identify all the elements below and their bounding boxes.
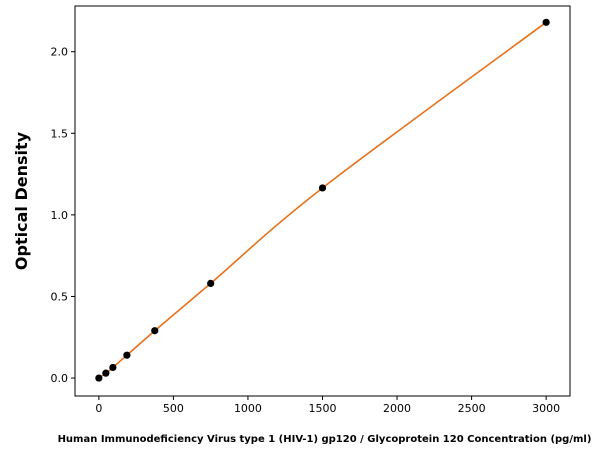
data-point [102, 369, 110, 377]
y-tick-label: 0.0 [51, 372, 69, 385]
data-point [109, 363, 117, 372]
data-point [123, 351, 131, 359]
x-tick-label: 0 [95, 402, 102, 415]
x-axis: 0 500 1000 1500 2000 2500 3000 [95, 396, 560, 415]
y-tick-label: 1.5 [51, 127, 69, 140]
x-tick-label: 2500 [458, 402, 486, 415]
y-tick-label: 2.0 [51, 46, 69, 59]
data-point [95, 374, 103, 382]
x-tick-label: 1500 [309, 402, 337, 415]
data-point [542, 18, 550, 26]
y-axis-label: Optical Density [12, 131, 31, 270]
y-tick-label: 1.0 [51, 209, 69, 222]
y-axis: 0.0 0.5 1.0 1.5 2.0 [51, 46, 75, 385]
x-tick-label: 3000 [532, 402, 560, 415]
data-points [95, 18, 550, 382]
x-axis-label: Human Immunodeficiency Virus type 1 (HIV… [58, 434, 592, 445]
plot-frame [74, 5, 571, 397]
x-tick-label: 2000 [383, 402, 411, 415]
data-point [207, 279, 215, 288]
y-tick-label: 0.5 [51, 290, 69, 303]
x-tick-label: 500 [163, 402, 184, 415]
x-tick-label: 1000 [234, 402, 262, 415]
data-point [318, 184, 327, 192]
data-point [151, 327, 159, 335]
